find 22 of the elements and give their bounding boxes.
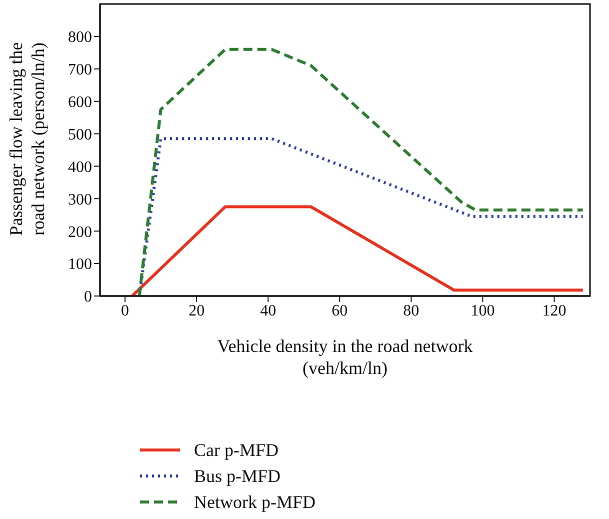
y-tick-label: 0 [84, 288, 92, 306]
y-tick-label: 700 [68, 62, 92, 79]
x-tick-label: 20 [188, 302, 205, 320]
x-axis-title: Vehicle density in the road network (veh/km/ln) [217, 336, 473, 378]
y-tick-label: 100 [68, 256, 92, 274]
y-tick-label: 800 [68, 29, 92, 46]
x-tick-label: 40 [260, 302, 276, 320]
x-tick-label: 120 [542, 302, 566, 320]
y-axis-title: Passenger flow leaving the road network (person/ln/h) [6, 42, 48, 236]
x-tick-label: 60 [332, 302, 348, 320]
y-tick-label: 200 [68, 224, 92, 241]
x-tick-label: 100 [470, 302, 495, 320]
legend-label: Network p-MFD [194, 491, 316, 513]
y-tick-label: 600 [68, 94, 92, 112]
x-tick-label: 0 [121, 302, 130, 320]
legend-label: Car p-MFD [194, 439, 278, 461]
legend-label: Bus p-MFD [194, 465, 281, 487]
line-series [138, 48, 584, 296]
y-tick-label: 400 [68, 158, 92, 176]
y-tick-label: 300 [68, 191, 92, 208]
x-tick-label: 80 [403, 302, 420, 320]
y-tick-label: 500 [68, 126, 92, 144]
